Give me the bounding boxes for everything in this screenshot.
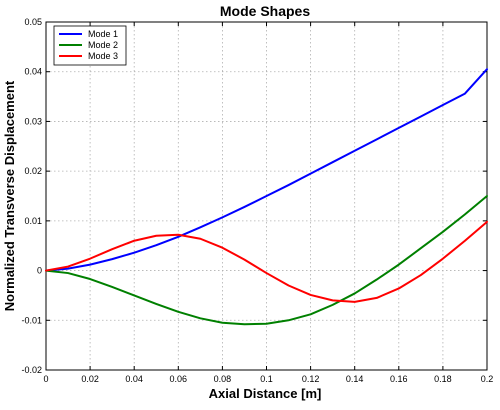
y-tick-label: 0 — [37, 266, 42, 276]
series-line-mode-3 — [45, 220, 488, 303]
y-tick-label: -0.01 — [21, 315, 42, 325]
x-axis-label: Axial Distance [m] — [209, 386, 322, 401]
y-tick-label: 0.04 — [24, 67, 42, 77]
legend-label: Mode 1 — [88, 29, 118, 39]
y-axis-label: Normalized Transverse Displacement — [2, 80, 17, 311]
series-line-mode-2 — [45, 195, 488, 326]
x-tick-label: 0.02 — [81, 374, 99, 384]
x-tick-label: 0.1 — [260, 374, 273, 384]
series-line-mode-1 — [45, 68, 488, 272]
x-tick-label: 0.12 — [302, 374, 320, 384]
y-tick-label: 0.05 — [24, 17, 42, 27]
y-tick-label: -0.02 — [21, 365, 42, 375]
x-tick-label: 0.16 — [390, 374, 408, 384]
x-tick-label: 0.14 — [346, 374, 364, 384]
y-tick-label: 0.03 — [24, 116, 42, 126]
y-tick-label: 0.01 — [24, 216, 42, 226]
chart-title: Mode Shapes — [220, 3, 310, 19]
x-tick-label: 0.18 — [434, 374, 452, 384]
x-tick-label: 0.08 — [214, 374, 232, 384]
y-tick-label: 0.02 — [24, 166, 42, 176]
legend-label: Mode 2 — [88, 40, 118, 50]
legend-label: Mode 3 — [88, 51, 118, 61]
plot-area: 0 0.02 0.04 0.06 0.08 0.1 0.12 0.14 0.16 0.18 0.2 -… — [21, 17, 493, 384]
x-tick-label: 0.04 — [125, 374, 143, 384]
x-tick-label: 0.2 — [481, 374, 494, 384]
x-tick-label: 0 — [43, 374, 48, 384]
x-tick-label: 0.06 — [170, 374, 188, 384]
